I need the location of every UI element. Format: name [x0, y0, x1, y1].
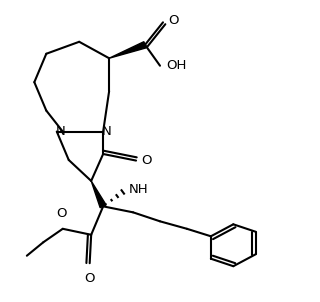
Text: O: O [141, 154, 152, 167]
Text: N: N [101, 125, 111, 138]
Text: O: O [168, 14, 179, 27]
Polygon shape [109, 42, 146, 58]
Polygon shape [91, 181, 106, 208]
Text: NH: NH [129, 183, 149, 196]
Text: O: O [56, 207, 67, 220]
Text: OH: OH [166, 59, 186, 72]
Text: N: N [56, 125, 66, 138]
Text: O: O [84, 271, 94, 284]
